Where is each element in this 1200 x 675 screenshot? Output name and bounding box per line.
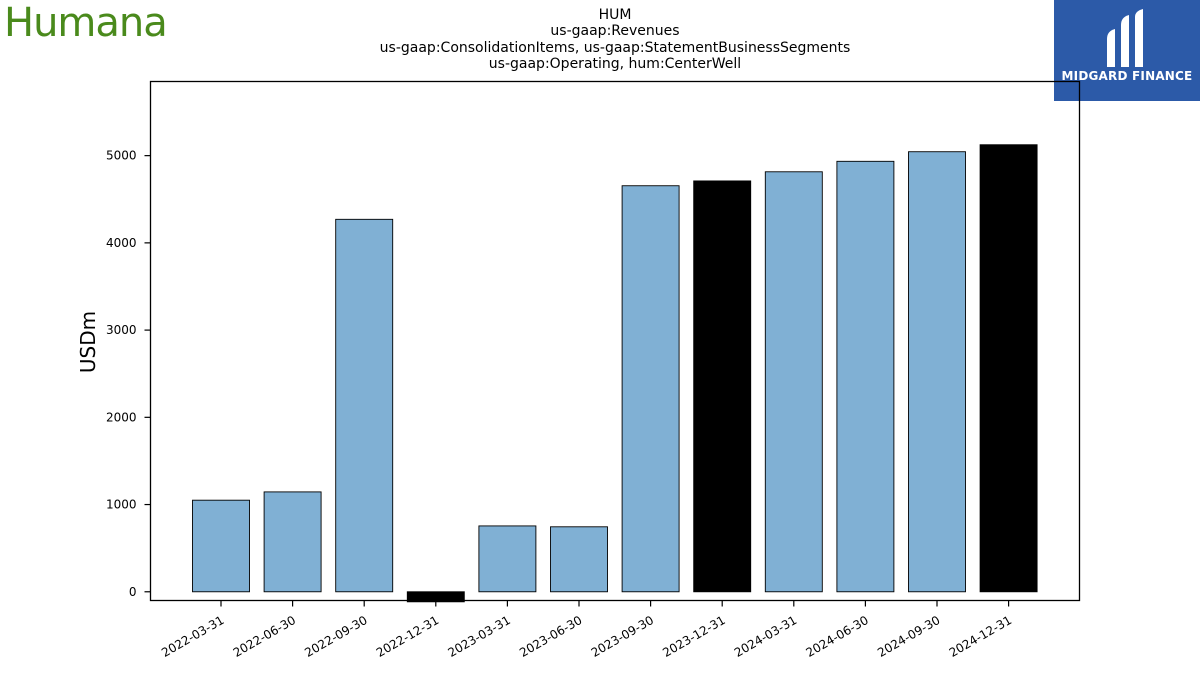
y-tick-label: 2000 — [106, 410, 137, 424]
x-tick-label: 2023-06-30 — [517, 613, 584, 660]
title-line-3: us-gaap:ConsolidationItems, us-gaap:Stat… — [379, 39, 851, 56]
y-tick-label: 4000 — [106, 236, 137, 250]
bar-2023-12-31 — [693, 180, 752, 593]
humana-logo: Humana — [4, 0, 168, 46]
bar-2022-03-31 — [192, 499, 250, 593]
y-tick-label: 5000 — [106, 149, 137, 163]
title-line-4: us-gaap:Operating, hum:CenterWell — [488, 55, 742, 72]
y-axis-label: USDm — [76, 311, 100, 373]
bars — [192, 144, 1038, 603]
x-tick-label: 2022-03-31 — [159, 613, 226, 660]
midgard-mark-icon — [1107, 9, 1143, 67]
bar-2024-06-30 — [836, 160, 895, 593]
bar-2024-03-31 — [764, 171, 823, 593]
bar-2023-06-30 — [550, 526, 608, 593]
x-tick-label: 2023-09-30 — [589, 613, 656, 660]
bar-2024-12-31 — [979, 144, 1038, 593]
plot-frame — [149, 80, 1081, 602]
y-axis: 0 1000 2000 3000 4000 5000 — [106, 149, 151, 599]
bar-2024-09-30 — [908, 151, 966, 593]
title-line-1: HUM — [598, 7, 632, 23]
brand-name: MIDGARD FINANCE — [1061, 69, 1193, 83]
x-tick-label: 2024-06-30 — [803, 613, 870, 660]
x-tick-label: 2023-12-31 — [660, 613, 727, 660]
bar-2023-03-31 — [478, 525, 537, 593]
x-tick-label: 2024-09-30 — [875, 613, 942, 660]
y-tick-label: 1000 — [106, 498, 137, 512]
bar-2022-09-30 — [335, 218, 394, 593]
midgard-finance-logo: MIDGARD FINANCE — [1054, 0, 1200, 101]
x-tick-label: 2023-03-31 — [445, 613, 512, 660]
x-tick-label: 2022-06-30 — [231, 613, 298, 660]
x-tick-label: 2022-12-31 — [374, 613, 441, 660]
chart-title: HUM us-gaap:Revenues us-gaap:Consolidati… — [300, 7, 930, 72]
bar-2022-06-30 — [263, 491, 322, 593]
x-tick-label: 2022-09-30 — [302, 613, 369, 660]
x-tick-label: 2024-12-31 — [947, 613, 1014, 660]
x-tick-label: 2024-03-31 — [732, 613, 799, 660]
y-tick-label: 0 — [129, 585, 137, 599]
x-axis: 2022-03-31 2022-06-30 2022-09-30 2022-12-31… — [159, 600, 1014, 660]
y-tick-label: 3000 — [106, 323, 137, 337]
title-line-2: us-gaap:Revenues — [550, 23, 680, 40]
bar-2023-09-30 — [621, 185, 680, 593]
